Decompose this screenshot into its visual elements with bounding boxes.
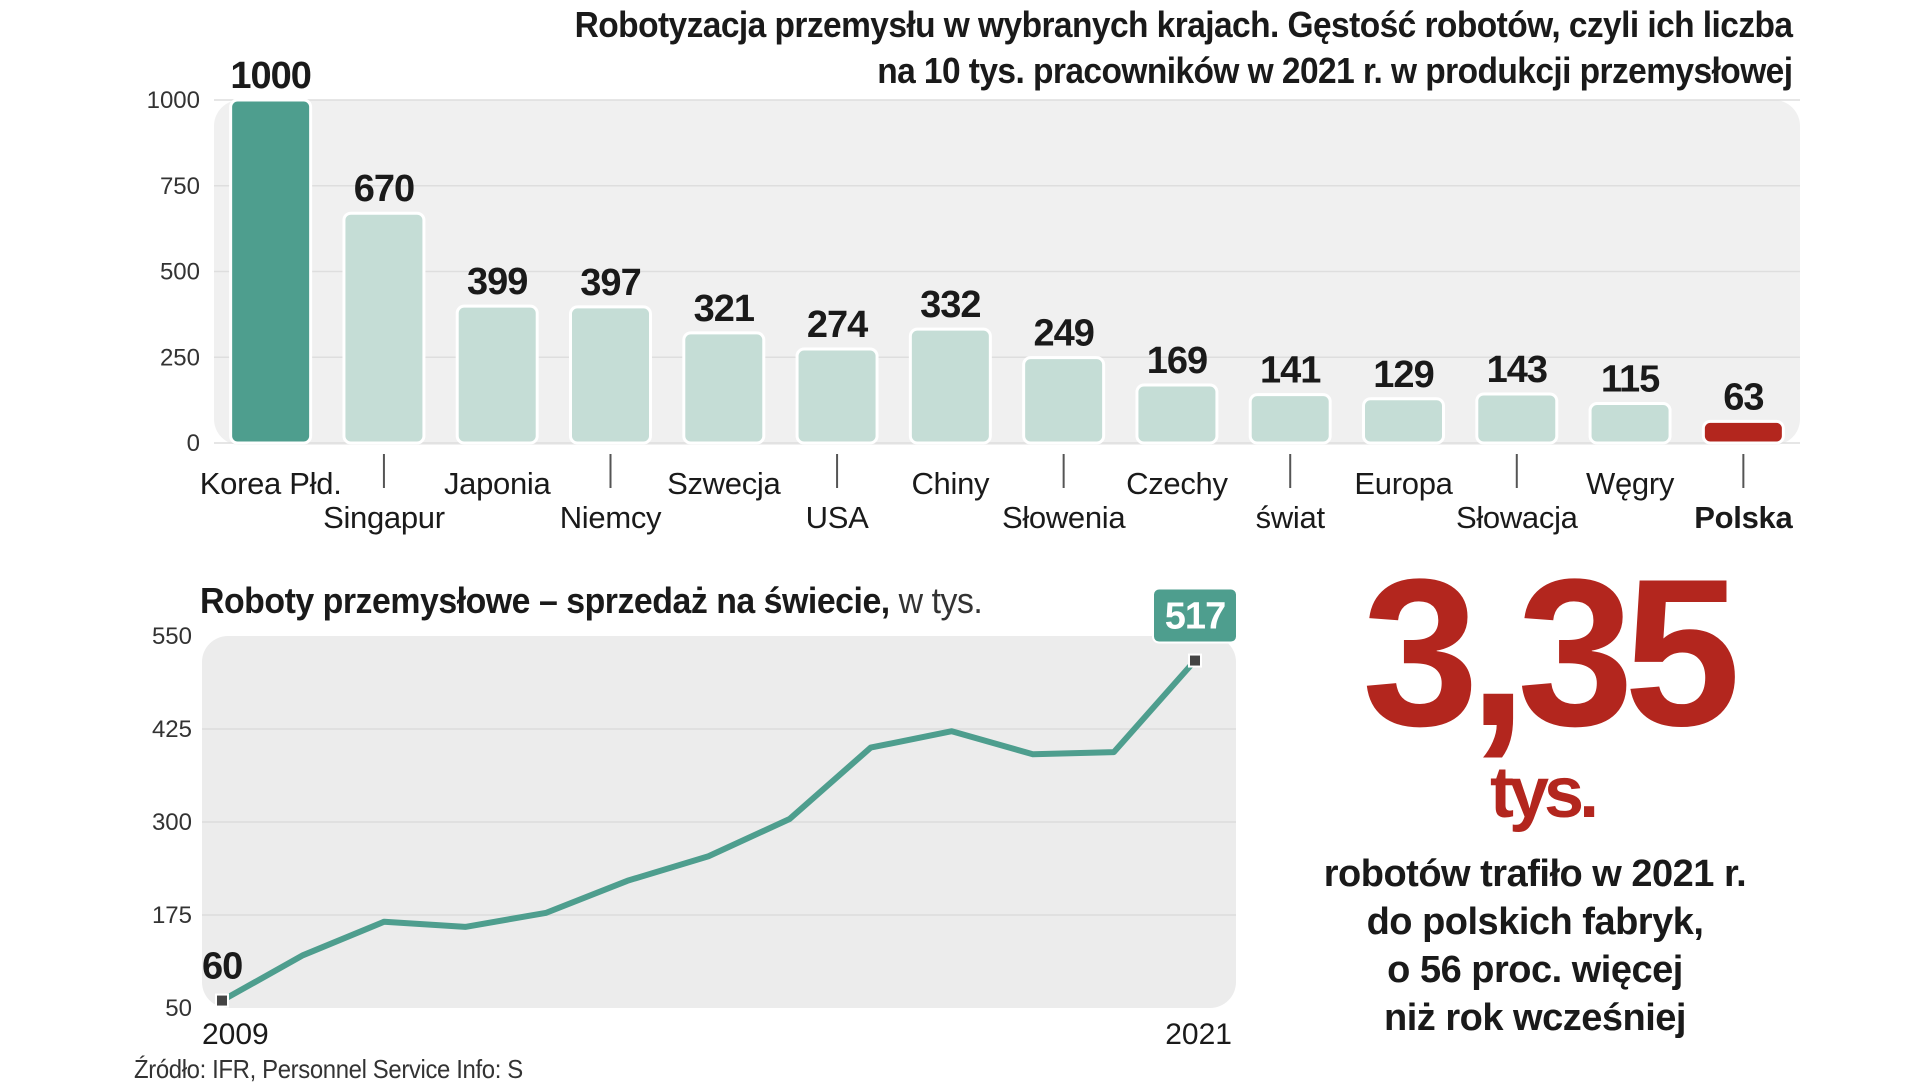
bar-x-label-Polska: Polska: [1694, 500, 1793, 535]
line-y-tick-425: 425: [152, 716, 192, 743]
bar-Europa: [1362, 397, 1445, 445]
callout-number: 3,35: [1362, 535, 1741, 770]
line-y-tick-300: 300: [152, 809, 192, 836]
bar-x-label-Węgry: Węgry: [1586, 466, 1675, 501]
bar-Węgry: [1588, 402, 1672, 445]
bar-Singapur: [342, 211, 426, 445]
bar-świat: [1248, 393, 1332, 445]
line-y-tick-550: 550: [152, 623, 192, 650]
bar-value-label-Korea Płd.: 1000: [230, 55, 311, 97]
bar-value-label-Niemcy: 397: [580, 262, 640, 304]
bar-chart-title-line-1: Robotyzacja przemysłu w wybranych krajac…: [574, 4, 1792, 45]
bar-value-label-Polska: 63: [1723, 376, 1763, 418]
bar-y-tick-1000: 1000: [147, 87, 200, 114]
callout-text: robotów trafiło w 2021 r. do polskich fa…: [1300, 850, 1770, 1042]
bar-value-label-Węgry: 115: [1601, 359, 1660, 401]
bar-x-label-Szwecja: Szwecja: [667, 466, 781, 501]
bar-value-label-Czechy: 169: [1147, 340, 1207, 382]
bar-x-label-Korea Płd.: Korea Płd.: [200, 466, 342, 501]
line-x-tick-end: 2021: [1165, 1018, 1232, 1051]
callout-line-3: o 56 proc. więcej: [1387, 949, 1683, 991]
bar-Niemcy: [569, 305, 652, 445]
bar-Korea Płd.: [229, 98, 313, 445]
bar-value-label-Japonia: 399: [467, 261, 527, 303]
bar-Słowacja: [1475, 392, 1559, 445]
line-series-sales: [219, 657, 1198, 1004]
bar-Japonia: [455, 304, 539, 445]
bar-value-label-Chiny: 332: [920, 284, 980, 326]
bar-Chiny: [908, 327, 992, 445]
bar-chart-title-line-2: na 10 tys. pracowników w 2021 r. w produ…: [876, 50, 1793, 91]
bar-y-tick-500: 500: [160, 259, 200, 286]
bar-value-label-Słowacja: 143: [1487, 349, 1547, 391]
bar-Słowenia: [1022, 356, 1106, 445]
bar-x-label-Słowenia: Słowenia: [1002, 500, 1126, 535]
callout-line-1: robotów trafiło w 2021 r.: [1323, 853, 1747, 895]
line-point-2009: [215, 993, 229, 1008]
bar-value-label-Szwecja: 321: [694, 288, 755, 330]
bar-y-tick-250: 250: [160, 344, 200, 371]
line-x-tick-start: 2009: [202, 1018, 269, 1051]
bar-x-label-Singapur: Singapur: [323, 500, 445, 535]
line-y-tick-50: 50: [165, 995, 192, 1022]
callout-line-2: do polskich fabryk,: [1366, 901, 1704, 943]
line-chart: 50 175 300 425 550 60 517 2009 2021: [152, 587, 1238, 1051]
bar-x-label-Europa: Europa: [1354, 466, 1453, 501]
bar-value-label-Europa: 129: [1373, 354, 1433, 396]
line-start-value-label: 60: [202, 946, 242, 988]
bar-Szwecja: [682, 331, 766, 445]
bar-chart: 0 250 500 750 1000 1000 Korea Płd. 670 Singapur 3…: [147, 55, 1800, 535]
bar-x-label-świat: świat: [1256, 500, 1326, 535]
bar-value-label-USA: 274: [807, 304, 868, 346]
bar-y-tick-750: 750: [160, 173, 200, 200]
source-note: Źródło: IFR, Personnel Service Info: S: [134, 1054, 523, 1084]
bar-x-label-Słowacja: Słowacja: [1456, 500, 1579, 535]
line-chart-title-unit: w tys.: [898, 580, 983, 621]
bar-x-label-Czechy: Czechy: [1126, 466, 1228, 501]
bar-x-label-Niemcy: Niemcy: [560, 500, 662, 535]
line-chart-title: Roboty przemysłowe – sprzedaż na świecie…: [200, 580, 983, 622]
line-chart-title-main: Roboty przemysłowe – sprzedaż na świecie…: [200, 580, 890, 621]
bar-Polska: [1701, 419, 1785, 445]
line-y-tick-175: 175: [152, 902, 192, 929]
line-point-2021: [1188, 653, 1202, 668]
bar-Czechy: [1135, 383, 1219, 445]
bar-value-label-Singapur: 670: [354, 168, 414, 210]
callout-line-4: niż rok wcześniej: [1384, 997, 1686, 1039]
bar-x-label-USA: USA: [806, 500, 869, 535]
bar-USA: [795, 347, 879, 445]
bar-y-tick-0: 0: [187, 430, 200, 457]
bar-value-label-świat: 141: [1260, 350, 1321, 392]
line-end-value-label: 517: [1165, 596, 1225, 638]
bar-x-label-Japonia: Japonia: [444, 466, 552, 501]
bar-x-label-Chiny: Chiny: [911, 466, 990, 501]
bar-chart-title: Robotyzacja przemysłu w wybranych krajac…: [574, 2, 1792, 94]
line-end-value-badge: [1152, 587, 1238, 644]
bar-value-label-Słowenia: 249: [1033, 313, 1093, 355]
callout-unit: tys.: [1490, 753, 1599, 833]
